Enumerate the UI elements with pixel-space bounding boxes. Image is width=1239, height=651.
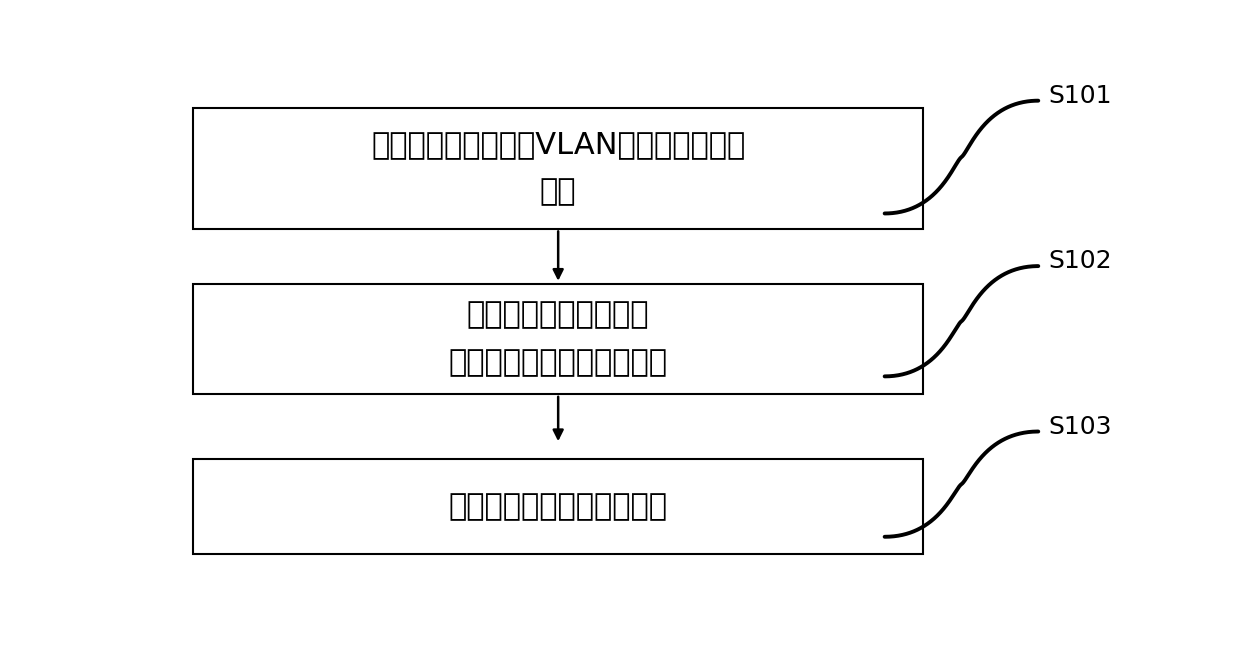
FancyBboxPatch shape (193, 108, 923, 229)
Text: S101: S101 (1048, 84, 1111, 107)
FancyBboxPatch shape (193, 284, 923, 394)
Text: S103: S103 (1048, 415, 1111, 439)
Text: 通过划分虚拟局域网VLAN建立独立的测试
网络: 通过划分虚拟局域网VLAN建立独立的测试 网络 (370, 130, 746, 206)
FancyBboxPatch shape (193, 459, 923, 555)
Text: 通过所述测试网络获取
所述智能变电站的网络数据: 通过所述测试网络获取 所述智能变电站的网络数据 (449, 301, 668, 377)
Text: S102: S102 (1048, 249, 1111, 273)
Text: 跨层比对分析所述网络数据: 跨层比对分析所述网络数据 (449, 492, 668, 521)
